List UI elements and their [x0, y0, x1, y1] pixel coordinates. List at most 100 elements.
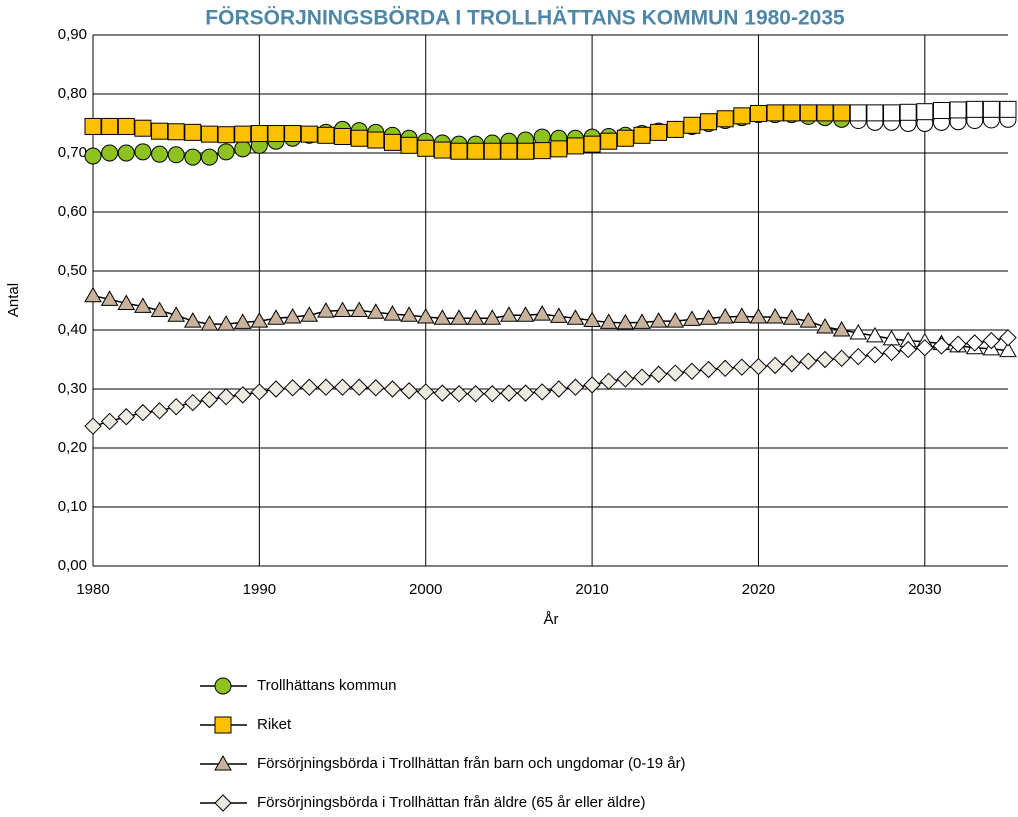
- marker: [700, 113, 718, 131]
- marker: [217, 387, 235, 406]
- marker: [234, 386, 252, 404]
- marker: [250, 312, 269, 328]
- marker: [234, 125, 252, 143]
- marker: [633, 126, 651, 144]
- marker: [134, 403, 152, 422]
- marker: [383, 305, 402, 321]
- marker: [167, 146, 185, 164]
- marker: [184, 393, 202, 412]
- marker: [516, 306, 535, 322]
- marker: [999, 341, 1017, 358]
- marker: [284, 125, 302, 143]
- marker: [433, 384, 452, 402]
- marker: [466, 309, 485, 325]
- marker: [150, 402, 169, 420]
- marker: [599, 313, 618, 329]
- marker: [167, 123, 185, 141]
- legend-marker: [214, 794, 232, 812]
- marker: [799, 312, 818, 328]
- marker: [500, 384, 518, 402]
- legend-label: Riket: [257, 716, 292, 733]
- marker: [267, 309, 285, 325]
- x-tick-label: 2010: [575, 581, 608, 598]
- marker: [417, 383, 435, 401]
- marker: [84, 117, 102, 135]
- marker: [350, 378, 368, 396]
- marker: [716, 110, 734, 128]
- marker: [134, 119, 152, 137]
- marker: [733, 358, 751, 376]
- y-tick-label: 0,80: [58, 85, 87, 102]
- marker: [549, 307, 568, 323]
- marker: [849, 323, 868, 340]
- marker: [200, 148, 218, 166]
- marker: [766, 104, 784, 122]
- marker: [550, 140, 568, 158]
- legend-label: Försörjningsbörda i Trollhättan från bar…: [257, 755, 686, 772]
- x-tick-label: 1990: [243, 581, 276, 598]
- y-tick-label: 0,00: [58, 557, 87, 574]
- marker: [84, 286, 102, 303]
- marker: [183, 312, 202, 328]
- marker: [966, 100, 984, 118]
- marker: [566, 378, 585, 396]
- marker: [566, 137, 584, 155]
- marker: [650, 123, 668, 141]
- marker: [766, 356, 784, 375]
- y-axis-label: Antal: [5, 283, 22, 317]
- legend-marker: [214, 716, 232, 734]
- marker: [117, 117, 135, 135]
- marker: [433, 141, 451, 159]
- marker: [616, 370, 635, 388]
- marker: [184, 148, 202, 166]
- marker: [366, 303, 385, 319]
- marker: [649, 365, 668, 383]
- marker: [483, 309, 502, 325]
- marker: [200, 125, 218, 143]
- y-tick-label: 0,70: [58, 144, 87, 161]
- marker: [999, 328, 1017, 347]
- y-tick-label: 0,40: [58, 321, 87, 338]
- marker: [217, 315, 235, 331]
- marker: [200, 390, 219, 409]
- marker: [616, 313, 635, 330]
- marker: [849, 347, 867, 366]
- marker: [883, 104, 901, 122]
- marker: [749, 308, 768, 324]
- marker: [283, 379, 302, 397]
- marker: [483, 142, 501, 160]
- marker: [151, 122, 169, 140]
- marker: [267, 125, 285, 143]
- marker: [716, 359, 734, 378]
- marker: [167, 397, 185, 416]
- x-axis-label: År: [544, 611, 559, 628]
- marker: [649, 312, 668, 328]
- marker: [949, 101, 967, 119]
- marker: [283, 308, 302, 324]
- marker: [300, 125, 318, 143]
- marker: [533, 383, 551, 401]
- marker: [600, 132, 618, 150]
- marker: [350, 301, 369, 318]
- marker: [783, 354, 801, 373]
- marker: [234, 140, 252, 158]
- marker: [566, 309, 585, 325]
- marker: [466, 385, 485, 403]
- marker: [101, 117, 119, 135]
- marker: [782, 309, 801, 325]
- marker: [417, 139, 435, 157]
- marker: [517, 142, 535, 160]
- marker: [799, 352, 818, 370]
- marker: [400, 136, 418, 154]
- marker: [733, 107, 751, 125]
- marker: [100, 290, 119, 306]
- marker: [317, 378, 335, 396]
- marker: [134, 143, 152, 161]
- legend-label: Försörjningsbörda i Trollhättan från äld…: [257, 794, 646, 811]
- marker: [633, 313, 651, 329]
- marker: [300, 306, 319, 322]
- legend-label: Trollhättans kommun: [257, 677, 397, 694]
- marker: [666, 312, 685, 328]
- marker: [383, 380, 402, 398]
- marker: [583, 311, 601, 328]
